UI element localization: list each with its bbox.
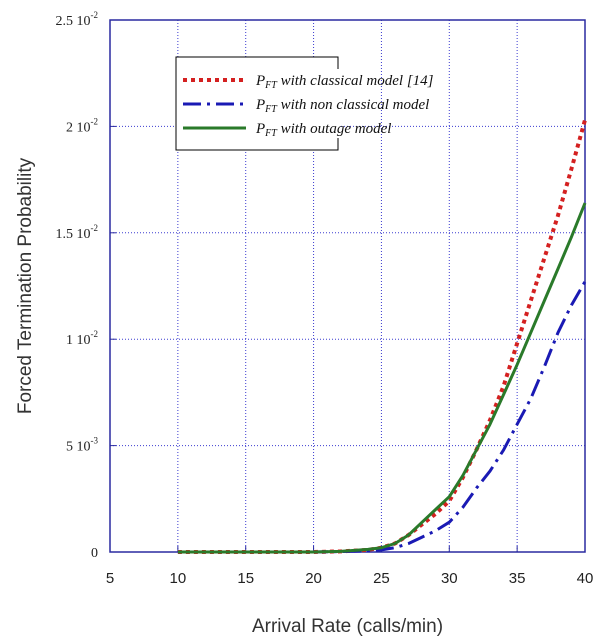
series-line-2 (177, 280, 587, 554)
x-tick-label: 20 (305, 570, 322, 587)
legend-box-gap (337, 69, 341, 138)
y-axis-label: Forced Termination Probability (15, 157, 36, 414)
y-tick-label: 1.5 10-2 (56, 223, 99, 242)
grid (110, 20, 585, 552)
legend-box (175, 56, 339, 151)
x-tick-label: 30 (441, 570, 458, 587)
x-axis-label: Arrival Rate (calls/min) (252, 616, 443, 637)
y-tick-label: 5 10-3 (66, 436, 98, 455)
y-tick-label: 0 (91, 546, 98, 561)
y-tick-label: 1 10-2 (66, 329, 98, 348)
legend-label-2: PFT with non classical model (255, 97, 429, 115)
y-tick-label: 2.5 10-2 (56, 10, 99, 29)
legend: PFT with classical model [14] PFT with no… (175, 56, 434, 151)
x-tick-label: 10 (170, 570, 187, 587)
legend-label-1: PFT with classical model [14] (255, 73, 434, 91)
series-lines (177, 119, 587, 554)
series-line-3 (177, 202, 587, 554)
x-tick-label: 5 (106, 570, 114, 587)
x-tick-label: 25 (373, 570, 390, 587)
axis-ticks: 5 10 15 20 25 30 35 40 0 5 10-3 1 10-2 1.5 10-2 2 10… (56, 10, 594, 587)
x-tick-label: 35 (509, 570, 526, 587)
x-tick-label: 40 (577, 570, 594, 587)
y-tick-label: 2 10-2 (66, 116, 98, 135)
legend-label-3: PFT with outage model (255, 121, 391, 139)
x-tick-label: 15 (237, 570, 254, 587)
